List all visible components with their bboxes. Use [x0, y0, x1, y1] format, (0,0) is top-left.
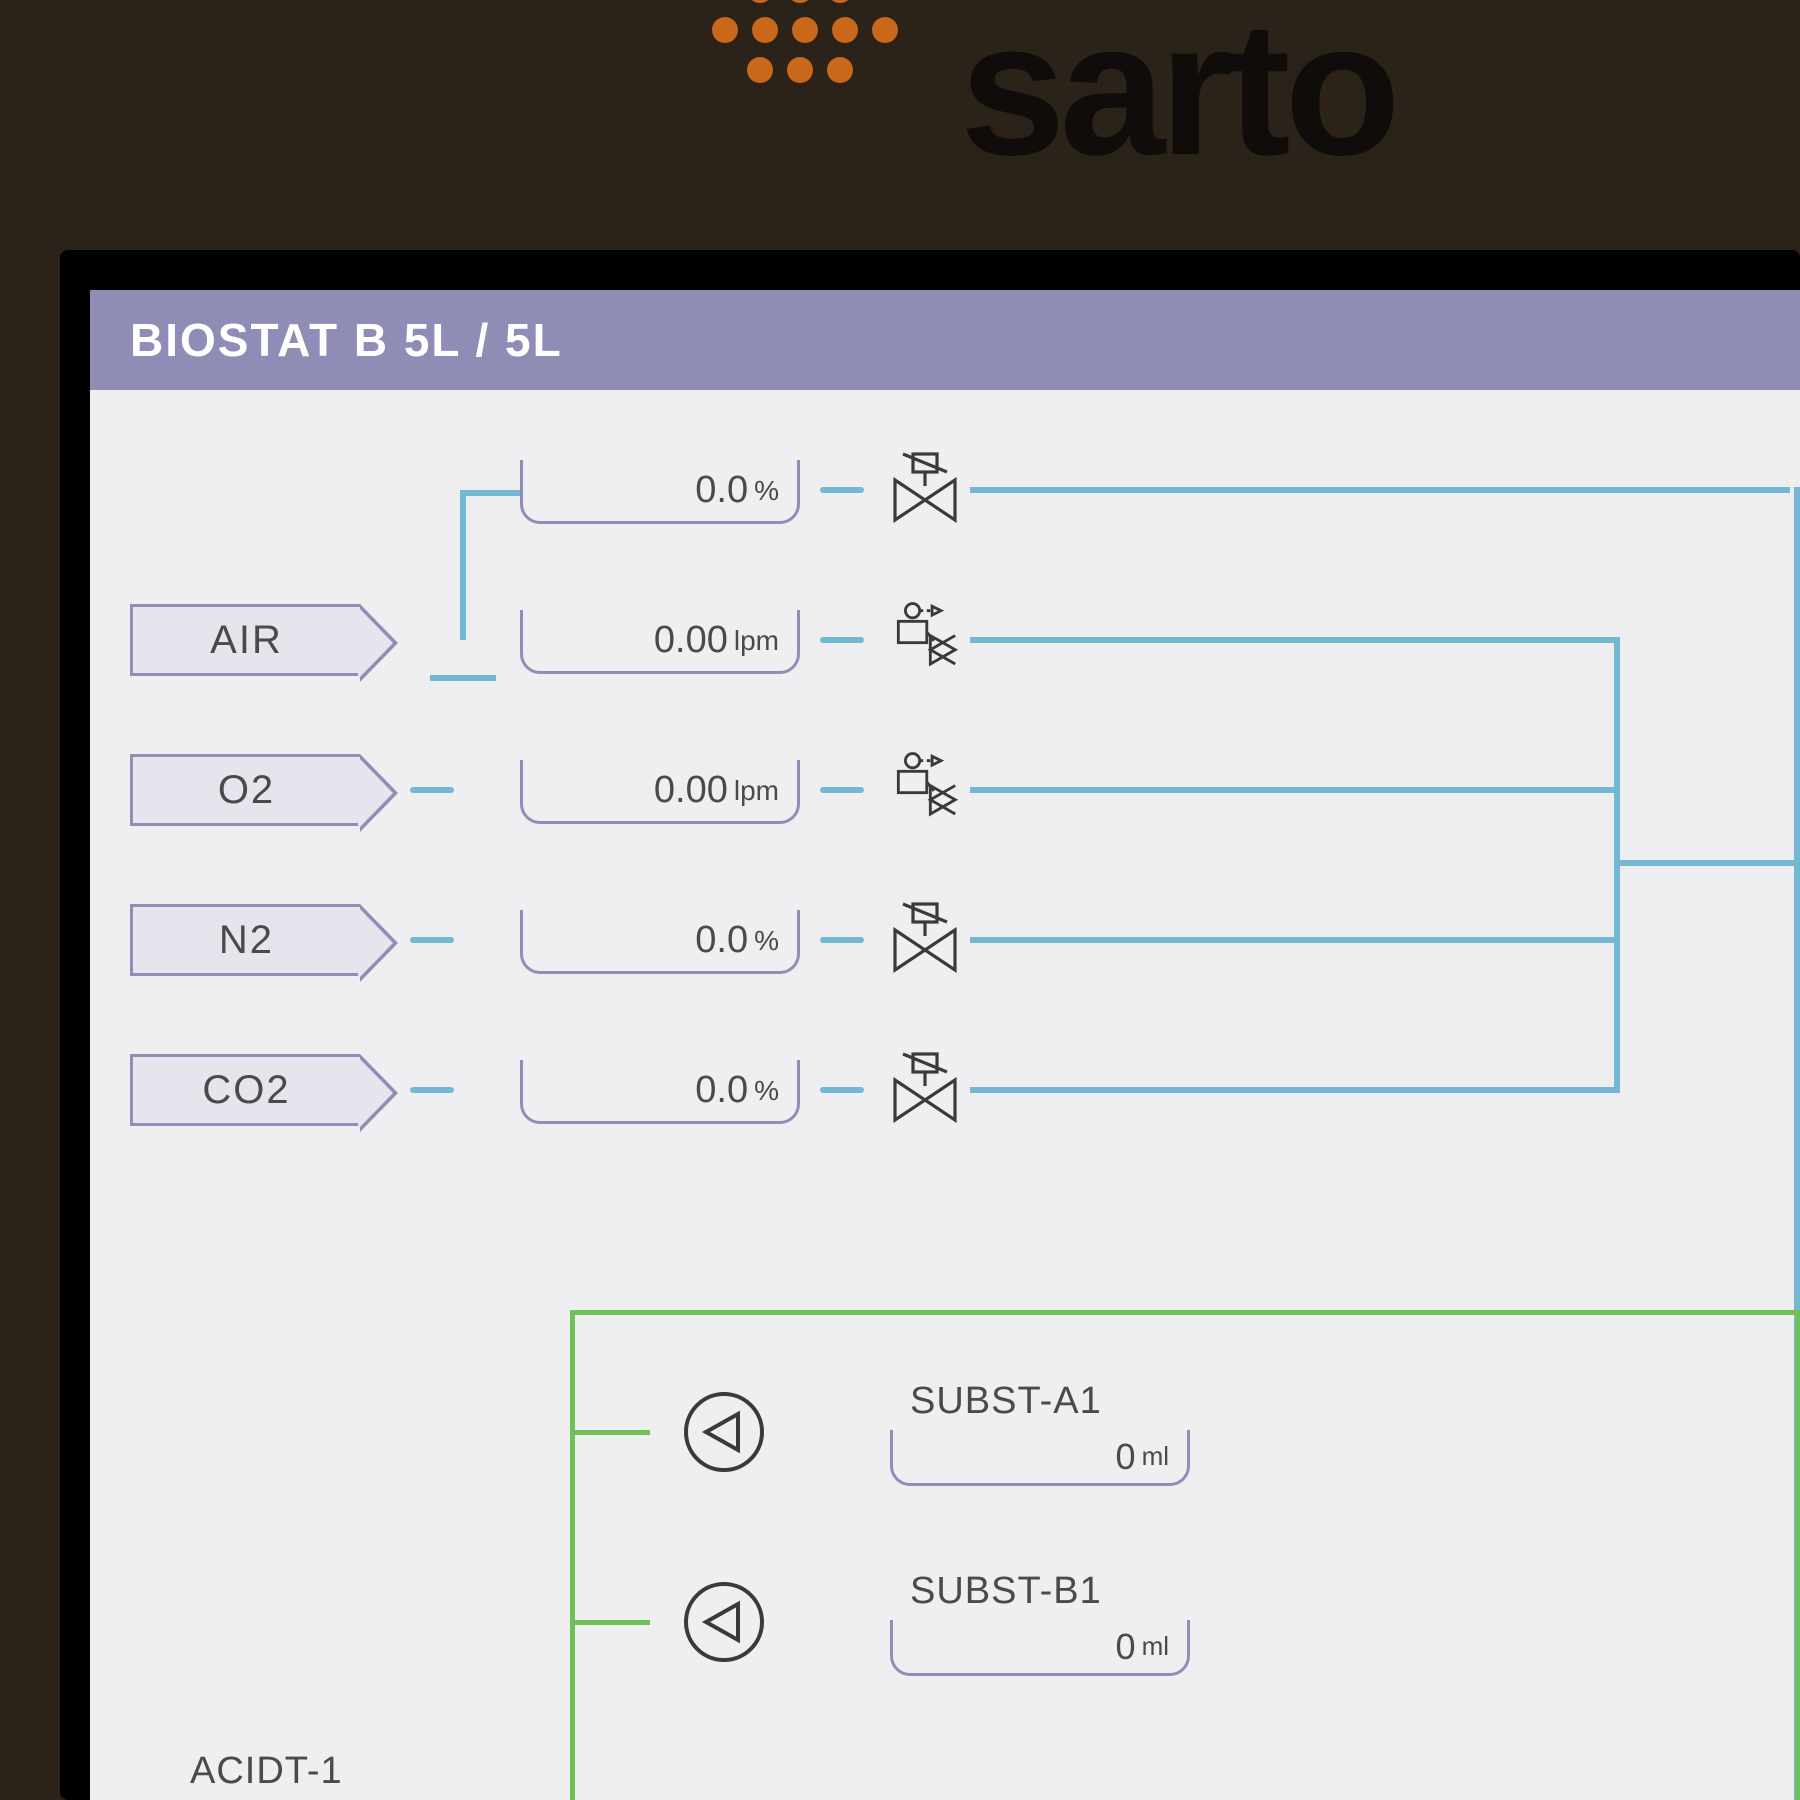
- valve-co2[interactable]: [885, 1050, 965, 1130]
- value-unit: lpm: [734, 775, 779, 807]
- gas-tag-air[interactable]: AIR: [130, 604, 360, 676]
- gas-tag-label: N2: [219, 918, 274, 963]
- pipe-dash-co2-2: [820, 1087, 864, 1093]
- value-unit: ml: [1142, 1631, 1169, 1662]
- gas-tag-o2[interactable]: O2: [130, 754, 360, 826]
- pipe-air-split-top: [460, 490, 520, 496]
- gas-tag-n2[interactable]: N2: [130, 904, 360, 976]
- pipe-dash-o2-2: [820, 787, 864, 793]
- pipe-air-split-cap: [430, 675, 496, 681]
- solenoid-valve-icon: [885, 900, 965, 980]
- pump-a1[interactable]: [680, 1388, 768, 1476]
- massflow-valve-icon: [885, 600, 965, 680]
- value-unit: %: [754, 1075, 779, 1107]
- pipe-out-co2: [970, 1087, 1620, 1093]
- value-num: 0: [1116, 1436, 1136, 1478]
- gas-tag-label: O2: [218, 768, 275, 813]
- acidt-label: ACIDT-1: [190, 1750, 343, 1793]
- pipe-out-o2: [970, 787, 1620, 793]
- flow-canvas: AIR O2 N2 CO2 0.0 % 0.00 lpm: [90, 390, 1800, 1800]
- value-num: 0.0: [695, 919, 748, 962]
- value-num: 0.00: [654, 769, 728, 812]
- solenoid-valve-icon: [885, 450, 965, 530]
- pipe-air-split-v: [460, 490, 466, 640]
- brand-dots-icon: [700, 0, 960, 160]
- value-well-air[interactable]: 0.00 lpm: [520, 610, 800, 674]
- pipe-dash-o2: [410, 787, 454, 793]
- value-unit: lpm: [734, 625, 779, 657]
- brand-word: sarto: [960, 0, 1395, 198]
- valve-n2[interactable]: [885, 900, 965, 980]
- gas-tag-label: CO2: [202, 1068, 290, 1113]
- value-num: 0.0: [695, 469, 748, 512]
- massflow-valve-icon: [885, 750, 965, 830]
- valve-overlay[interactable]: [885, 450, 965, 530]
- pipe-dash-co2: [410, 1087, 454, 1093]
- valve-o2[interactable]: [885, 750, 965, 830]
- pump-icon: [680, 1388, 768, 1476]
- title-bar: BIOSTAT B 5L / 5L: [90, 290, 1800, 390]
- pipe-dash-air-2: [820, 637, 864, 643]
- value-well-overlay[interactable]: 0.0 %: [520, 460, 800, 524]
- value-well-n2[interactable]: 0.0 %: [520, 910, 800, 974]
- subst-a1-label: SUBST-A1: [910, 1380, 1102, 1423]
- pipe-dash-n2: [410, 937, 454, 943]
- green-stub-b: [570, 1620, 650, 1625]
- pump-icon: [680, 1578, 768, 1666]
- pipe-manifold-to-right: [1614, 860, 1800, 866]
- solenoid-valve-icon: [885, 1050, 965, 1130]
- pipe-dash-overlay-2: [820, 487, 864, 493]
- pump-b1[interactable]: [680, 1578, 768, 1666]
- value-unit: ml: [1142, 1441, 1169, 1472]
- value-well-co2[interactable]: 0.0 %: [520, 1060, 800, 1124]
- value-num: 0.00: [654, 619, 728, 662]
- screen-content: BIOSTAT B 5L / 5L AIR O2 N2 CO2: [90, 290, 1800, 1800]
- value-well-o2[interactable]: 0.00 lpm: [520, 760, 800, 824]
- gas-tag-label: AIR: [210, 618, 283, 663]
- green-stub-a: [570, 1430, 650, 1435]
- subst-b1-label: SUBST-B1: [910, 1570, 1102, 1613]
- substrate-panel: [570, 1310, 1800, 1800]
- pipe-out-n2: [970, 937, 1620, 943]
- pipe-out-air: [970, 637, 1620, 643]
- value-num: 0: [1116, 1626, 1136, 1668]
- value-num: 0.0: [695, 1069, 748, 1112]
- valve-air[interactable]: [885, 600, 965, 680]
- title-bar-text: BIOSTAT B 5L / 5L: [130, 313, 563, 367]
- brand-logo: sarto: [700, 0, 1800, 220]
- pipe-dash-n2-2: [820, 937, 864, 943]
- pipe-out-overlay: [970, 487, 1790, 493]
- subst-b1-value[interactable]: 0 ml: [890, 1620, 1190, 1676]
- value-unit: %: [754, 475, 779, 507]
- subst-a1-value[interactable]: 0 ml: [890, 1430, 1190, 1486]
- gas-tag-co2[interactable]: CO2: [130, 1054, 360, 1126]
- value-unit: %: [754, 925, 779, 957]
